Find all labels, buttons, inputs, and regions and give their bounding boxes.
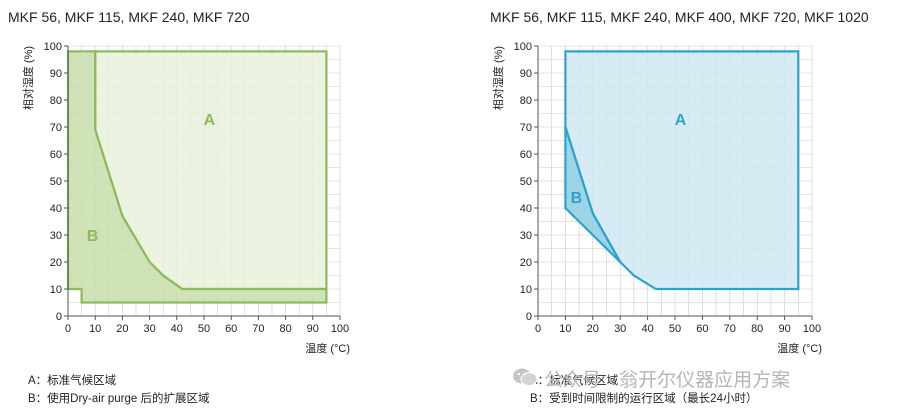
region-label-a: A <box>675 112 687 129</box>
y-tick-label: 40 <box>520 203 532 215</box>
y-tick-label: 60 <box>50 149 62 161</box>
y-axis-label: 相对湿度 (%) <box>21 46 35 110</box>
x-tick-label: 30 <box>143 323 155 335</box>
legend-left-b: B：使用Dry-air purge 后的扩展区域 <box>28 393 210 405</box>
chart-right: 0 10 20 30 40 50 60 70 80 90 100 0 10 20 30 40 50 60 70 80 9… <box>491 41 822 355</box>
x-tick-label: 0 <box>65 323 71 335</box>
y-tick-label: 10 <box>50 284 62 296</box>
x-tick-label: 10 <box>89 323 101 335</box>
x-tick-label: 10 <box>559 323 571 335</box>
y-tick-label: 30 <box>520 230 532 242</box>
x-tick-label: 20 <box>116 323 128 335</box>
x-tick-label: 60 <box>696 323 708 335</box>
x-tick-label: 90 <box>778 323 790 335</box>
x-tick-label: 30 <box>614 323 626 335</box>
y-tick-label: 0 <box>56 311 62 323</box>
x-axis-label: 温度 (°C) <box>305 341 350 355</box>
legend-right-a: A：标准气候区域 <box>530 375 619 387</box>
y-tick-label: 80 <box>520 95 532 107</box>
y-tick-label: 90 <box>520 68 532 80</box>
x-tick-label: 60 <box>225 323 237 335</box>
y-tick-label: 10 <box>520 284 532 296</box>
y-tick-label: 90 <box>50 68 62 80</box>
x-tick-label: 40 <box>171 323 183 335</box>
x-tick-label: 100 <box>331 323 349 335</box>
x-tick-label: 20 <box>587 323 599 335</box>
y-tick-label: 80 <box>50 95 62 107</box>
y-tick-label: 100 <box>44 41 62 53</box>
region-label-b: B <box>571 190 583 207</box>
x-tick-label: 70 <box>724 323 736 335</box>
chart-left: 0 10 20 30 40 50 60 70 80 90 100 0 10 20 30 40 50 60 70 80 9… <box>21 41 350 355</box>
y-tick-label: 70 <box>520 122 532 134</box>
watermark-text: 公众号 · 翁开尔仪器应用方案 <box>544 369 791 391</box>
area-a <box>564 50 800 291</box>
y-tick-label: 20 <box>520 257 532 269</box>
x-tick-label: 40 <box>641 323 653 335</box>
chart-title-right: MKF 56, MKF 115, MKF 240, MKF 400, MKF 7… <box>490 9 869 25</box>
y-tick-label: 0 <box>526 311 532 323</box>
x-axis-label: 温度 (°C) <box>777 341 822 355</box>
x-tick-label: 90 <box>307 323 319 335</box>
legend-left-a: A：标准气候区域 <box>28 375 117 387</box>
y-tick-label: 30 <box>50 230 62 242</box>
y-tick-label: 50 <box>50 176 62 188</box>
wechat-icon <box>513 368 538 386</box>
area-b <box>564 126 622 263</box>
x-tick-label: 70 <box>252 323 264 335</box>
chart-title-left: MKF 56, MKF 115, MKF 240, MKF 720 <box>8 9 250 25</box>
x-tick-label: 80 <box>751 323 763 335</box>
area-b <box>66 50 328 304</box>
y-axis-label: 相对湿度 (%) <box>491 46 505 110</box>
y-tick-label: 20 <box>50 257 62 269</box>
x-tick-label: 50 <box>198 323 210 335</box>
x-tick-label: 100 <box>803 323 821 335</box>
x-tick-label: 0 <box>535 323 541 335</box>
y-tick-label: 40 <box>50 203 62 215</box>
legend-right-b: B：受到时间限制的运行区域（最长24小时） <box>530 393 758 405</box>
y-tick-label: 70 <box>50 122 62 134</box>
x-tick-label: 50 <box>669 323 681 335</box>
y-tick-label: 60 <box>520 149 532 161</box>
x-tick-label: 80 <box>279 323 291 335</box>
region-label-a: A <box>204 112 216 129</box>
y-tick-label: 100 <box>514 41 532 53</box>
region-label-b: B <box>87 228 99 245</box>
y-tick-label: 50 <box>520 176 532 188</box>
